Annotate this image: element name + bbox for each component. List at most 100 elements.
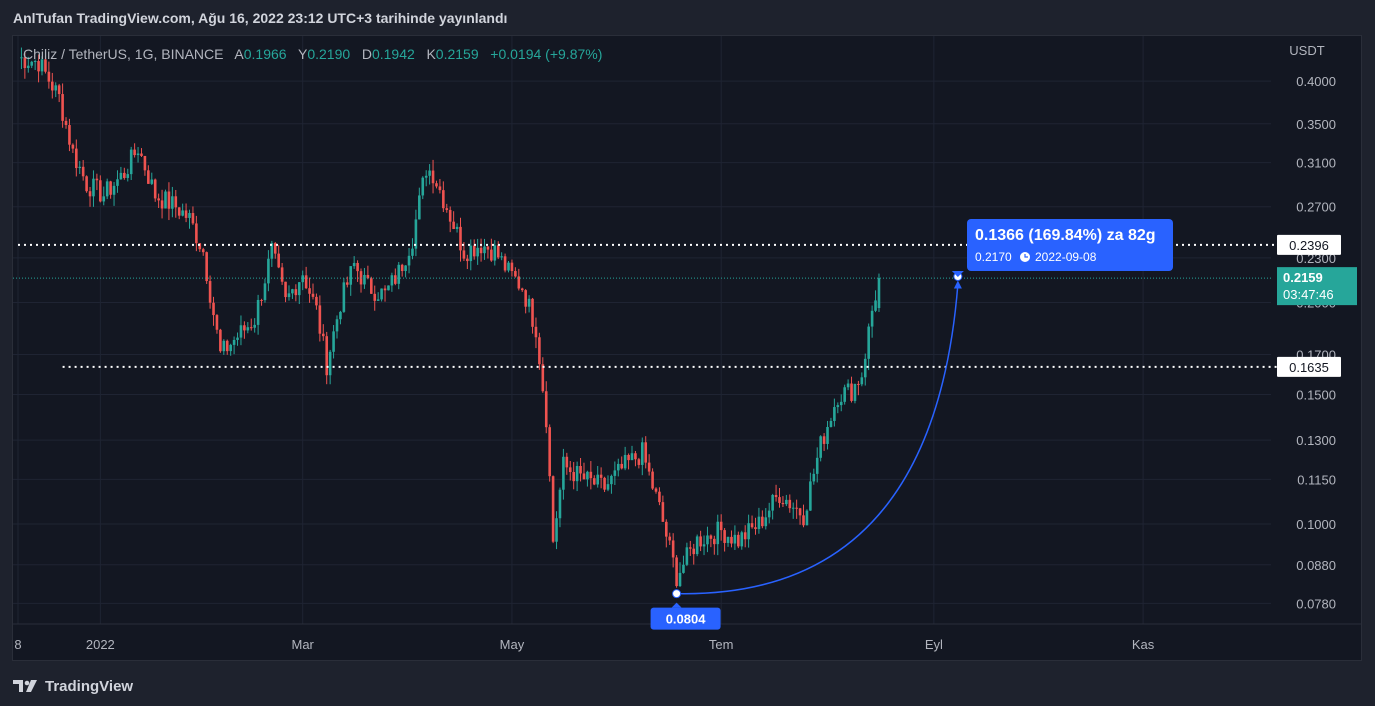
symbol-legend: Chiliz / TetherUS, 1G, BINANCE A0.1966 Y… xyxy=(23,46,602,62)
measure-arrowhead xyxy=(953,280,962,289)
tradingview-logo-icon xyxy=(13,678,39,694)
candle-body xyxy=(256,299,260,325)
y-tick-label: 0.3500 xyxy=(1296,117,1336,132)
candle-body xyxy=(57,85,61,95)
measure-label-box xyxy=(967,219,1173,271)
candle-body xyxy=(26,65,30,69)
change-value: +0.0194 (+9.87%) xyxy=(490,46,603,62)
price-chart[interactable]: USDT0.40000.35000.31000.27000.23000.2000… xyxy=(13,36,1361,660)
candle-body xyxy=(870,310,874,327)
candle-body xyxy=(815,457,819,474)
candle-body xyxy=(665,521,668,537)
y-tick-label: 0.1500 xyxy=(1296,387,1336,402)
candle-body xyxy=(47,71,51,82)
last-price-value: 0.2159 xyxy=(1283,270,1323,285)
candle-body xyxy=(167,191,171,209)
candle-body xyxy=(212,302,215,316)
candle-body xyxy=(287,293,291,298)
candle-body xyxy=(874,300,877,311)
x-tick-label: 2022 xyxy=(86,637,115,652)
candle-body xyxy=(345,282,349,285)
y-tick-label: 0.1150 xyxy=(1297,472,1336,487)
candle-body xyxy=(843,387,846,402)
candle-body xyxy=(335,319,339,332)
candle-body xyxy=(493,245,497,261)
open-value: 0.1966 xyxy=(243,46,287,62)
candle-body xyxy=(397,264,401,284)
candle-body xyxy=(637,459,641,465)
candle-body xyxy=(833,407,836,421)
footer-brand-text[interactable]: TradingView xyxy=(45,677,134,695)
candle-body xyxy=(116,179,119,186)
candle-body xyxy=(726,536,730,543)
candle-body xyxy=(297,282,301,296)
candle-body xyxy=(51,81,54,91)
candle-body xyxy=(267,258,270,284)
candle-body xyxy=(109,181,112,195)
candle-body xyxy=(486,246,490,250)
candle-body xyxy=(23,57,27,69)
candle-body xyxy=(747,523,750,540)
candle-body xyxy=(205,252,208,282)
symbol-name[interactable]: Chiliz / TetherUS, 1G, BINANCE xyxy=(23,46,224,62)
candle-body xyxy=(143,155,147,171)
candle-body xyxy=(538,337,541,365)
candle-body xyxy=(184,210,188,218)
candle-body xyxy=(620,463,624,469)
level-price-tag xyxy=(1277,234,1341,255)
chart-panel[interactable]: Chiliz / TetherUS, 1G, BINANCE A0.1966 Y… xyxy=(12,35,1362,661)
candle-body xyxy=(280,267,284,282)
candle-body xyxy=(531,298,534,327)
candle-body xyxy=(675,557,678,587)
candle-body xyxy=(301,275,305,283)
candle-body xyxy=(527,298,531,307)
candle-body xyxy=(291,289,294,294)
candle-body xyxy=(448,209,452,222)
candle-body xyxy=(719,521,723,531)
candle-body xyxy=(630,453,634,461)
candle-body xyxy=(462,250,466,259)
candle-body xyxy=(387,285,390,291)
candle-body xyxy=(452,221,455,230)
candles-group xyxy=(20,47,881,588)
candle-body xyxy=(352,262,356,267)
candle-body xyxy=(740,532,744,547)
candle-body xyxy=(503,256,507,271)
candle-body xyxy=(418,195,421,220)
candle-body xyxy=(191,213,195,224)
candle-body xyxy=(232,339,236,345)
candle-body xyxy=(671,540,675,558)
candle-body xyxy=(651,471,654,489)
candle-body xyxy=(757,516,761,530)
candle-body xyxy=(40,59,44,72)
candle-body xyxy=(479,247,483,254)
candle-body xyxy=(599,474,603,478)
candle-body xyxy=(380,288,383,300)
candle-body xyxy=(685,547,689,565)
candle-body xyxy=(761,516,764,527)
candle-body xyxy=(610,475,613,485)
candle-body xyxy=(558,489,562,519)
candle-body xyxy=(798,508,802,516)
candle-body xyxy=(249,327,253,329)
candle-body xyxy=(431,170,435,184)
candle-body xyxy=(767,510,771,518)
y-tick-label: 0.3100 xyxy=(1296,156,1336,171)
candle-body xyxy=(853,383,857,401)
candle-body xyxy=(785,499,788,505)
candle-body xyxy=(857,383,860,385)
candle-body xyxy=(411,248,414,256)
candle-body xyxy=(613,470,617,476)
candle-body xyxy=(867,326,870,359)
candle-body xyxy=(472,245,476,257)
candle-body xyxy=(575,465,579,482)
measure-start-tag-pointer xyxy=(671,602,682,608)
candle-body xyxy=(860,377,864,385)
candle-body xyxy=(140,153,143,156)
x-tick-label: May xyxy=(500,637,525,652)
y-tick-label: 0.1300 xyxy=(1296,433,1336,448)
candle-body xyxy=(534,326,538,338)
candle-body xyxy=(791,507,795,509)
candle-body xyxy=(99,180,102,202)
candle-body xyxy=(517,276,521,289)
